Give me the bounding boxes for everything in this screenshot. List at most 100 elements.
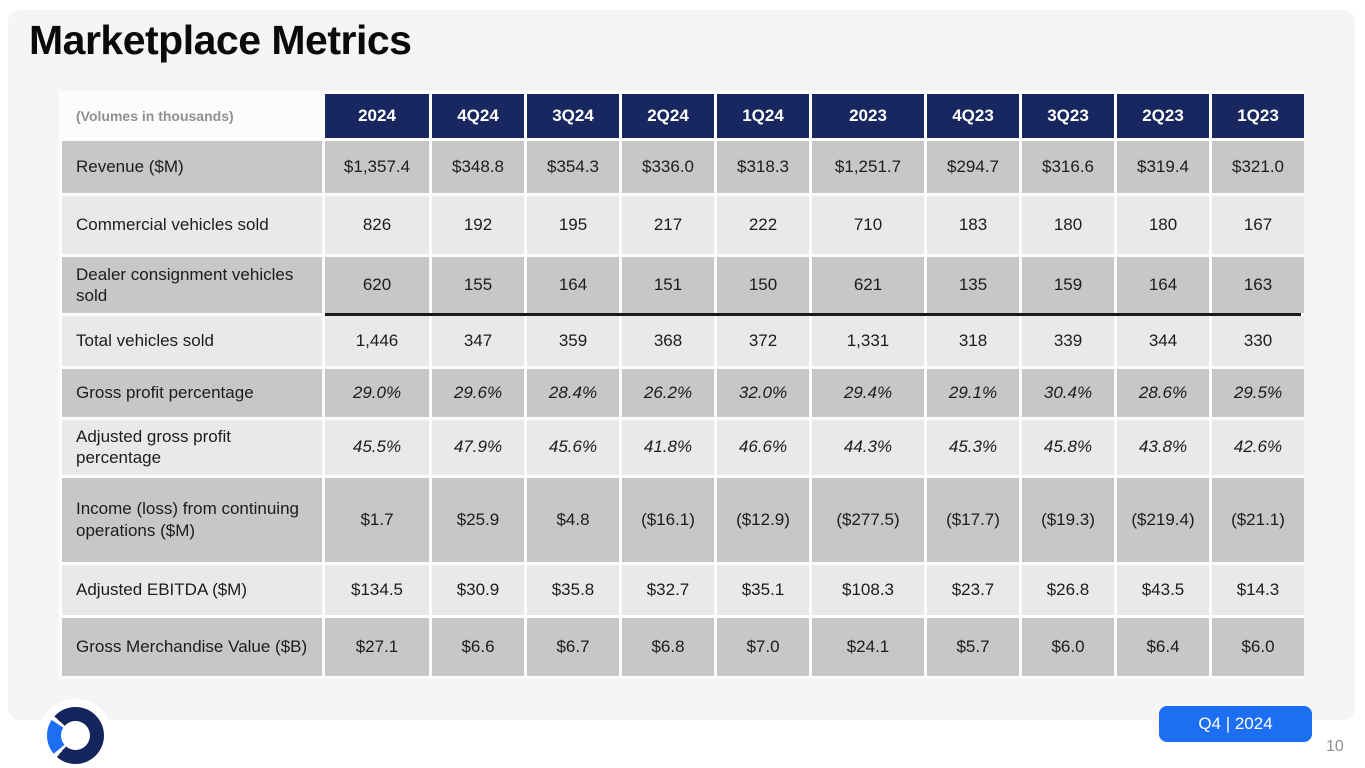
table-cell: 29.4% (812, 369, 924, 417)
table-cell: 47.9% (432, 420, 524, 475)
table-row: Adjusted gross profit percentage 45.5% 47.… (62, 420, 1304, 475)
table-row: Gross Merchandise Value ($B) $27.1 $6.6 $6.… (62, 617, 1304, 676)
table-cell: $6.4 (1117, 617, 1209, 676)
table-cell: $6.0 (1022, 617, 1114, 676)
table-cell: 1,331 (812, 316, 924, 366)
table-cell: 167 (1212, 196, 1304, 254)
table-cell: 368 (622, 316, 714, 366)
table-cell: 164 (1117, 257, 1209, 313)
table-cell: 151 (622, 257, 714, 313)
sum-divider-line (325, 313, 1301, 316)
table-cell: $6.0 (1212, 617, 1304, 676)
table-row: Revenue ($M) $1,357.4 $348.8 $354.3 $336.0 $3… (62, 141, 1304, 193)
table-cell: $6.7 (527, 617, 619, 676)
table-cell: $348.8 (432, 141, 524, 193)
table-cell: ($219.4) (1117, 477, 1209, 562)
table-cell: $26.8 (1022, 564, 1114, 615)
table-cell: $24.1 (812, 617, 924, 676)
table-row: Gross profit percentage 29.0% 29.6% 28.4% 26… (62, 369, 1304, 417)
row-label: Adjusted EBITDA ($M) (62, 564, 322, 615)
table-cell: $294.7 (927, 141, 1019, 193)
table-cell: $321.0 (1212, 141, 1304, 193)
table-cell: $316.6 (1022, 141, 1114, 193)
table-cell: $1,357.4 (325, 141, 429, 193)
table-cell: 180 (1117, 196, 1209, 254)
page-number: 10 (1326, 738, 1344, 755)
table-cell: 42.6% (1212, 420, 1304, 475)
table-cell: $35.1 (717, 564, 809, 615)
table-cell: $25.9 (432, 477, 524, 562)
table-cell: $1,251.7 (812, 141, 924, 193)
table-cell: 44.3% (812, 420, 924, 475)
table-cell: ($17.7) (927, 477, 1019, 562)
table-cell: 41.8% (622, 420, 714, 475)
table-cell: $30.9 (432, 564, 524, 615)
table-cell: 710 (812, 196, 924, 254)
row-label: Dealer consignment vehicles sold (62, 257, 322, 313)
table-cell: $32.7 (622, 564, 714, 615)
table-row: Adjusted EBITDA ($M) $134.5 $30.9 $35.8 $32.… (62, 564, 1304, 615)
table-cell: ($21.1) (1212, 477, 1304, 562)
table-cell: 29.1% (927, 369, 1019, 417)
quarter-badge: Q4 | 2024 (1159, 706, 1312, 742)
table-cell: 26.2% (622, 369, 714, 417)
table-cell: 150 (717, 257, 809, 313)
table-cell: 180 (1022, 196, 1114, 254)
volumes-note: (Volumes in thousands) (62, 94, 322, 138)
metrics-table: (Volumes in thousands) 2024 4Q24 3Q24 2Q24 1… (59, 91, 1304, 679)
column-header: 2Q24 (622, 94, 714, 138)
table-cell: $336.0 (622, 141, 714, 193)
table-cell: $23.7 (927, 564, 1019, 615)
table-cell: 155 (432, 257, 524, 313)
table-cell: ($16.1) (622, 477, 714, 562)
row-label: Income (loss) from continuing operations… (62, 477, 322, 562)
table-cell: 826 (325, 196, 429, 254)
column-header: 2024 (325, 94, 429, 138)
table-cell: 135 (927, 257, 1019, 313)
table-cell: ($277.5) (812, 477, 924, 562)
column-header: 4Q23 (927, 94, 1019, 138)
table-cell: 339 (1022, 316, 1114, 366)
row-label: Adjusted gross profit percentage (62, 420, 322, 475)
table-cell: $7.0 (717, 617, 809, 676)
table-cell: 45.3% (927, 420, 1019, 475)
table-cell: $319.4 (1117, 141, 1209, 193)
table-cell: 621 (812, 257, 924, 313)
table-row: Total vehicles sold 1,446 347 359 368 372 1,33… (62, 316, 1304, 366)
table-cell: $318.3 (717, 141, 809, 193)
table-row: Dealer consignment vehicles sold 620 155 16… (62, 257, 1304, 313)
table-cell: 164 (527, 257, 619, 313)
table-cell: 222 (717, 196, 809, 254)
table-cell: 45.5% (325, 420, 429, 475)
table-cell: 183 (927, 196, 1019, 254)
table-cell: 46.6% (717, 420, 809, 475)
table-cell: ($12.9) (717, 477, 809, 562)
table-cell: 159 (1022, 257, 1114, 313)
table-cell: 29.6% (432, 369, 524, 417)
table-cell: 372 (717, 316, 809, 366)
table-cell: 43.8% (1117, 420, 1209, 475)
column-header: 2023 (812, 94, 924, 138)
table-cell: $1.7 (325, 477, 429, 562)
table-cell: 217 (622, 196, 714, 254)
table-cell: $4.8 (527, 477, 619, 562)
table-cell: $27.1 (325, 617, 429, 676)
row-label: Commercial vehicles sold (62, 196, 322, 254)
column-header: 3Q24 (527, 94, 619, 138)
table-row: Income (loss) from continuing operations… (62, 477, 1304, 562)
table-cell: 330 (1212, 316, 1304, 366)
table-cell: $6.6 (432, 617, 524, 676)
table-cell: $108.3 (812, 564, 924, 615)
table-cell: 192 (432, 196, 524, 254)
table-cell: 29.0% (325, 369, 429, 417)
table-cell: 30.4% (1022, 369, 1114, 417)
table-cell: 344 (1117, 316, 1209, 366)
page-title: Marketplace Metrics (29, 17, 412, 63)
table-cell: $5.7 (927, 617, 1019, 676)
table-row: Commercial vehicles sold 826 192 195 217 222 7… (62, 196, 1304, 254)
table-cell: $354.3 (527, 141, 619, 193)
table-cell: 163 (1212, 257, 1304, 313)
table-cell: 45.8% (1022, 420, 1114, 475)
table-cell: 45.6% (527, 420, 619, 475)
